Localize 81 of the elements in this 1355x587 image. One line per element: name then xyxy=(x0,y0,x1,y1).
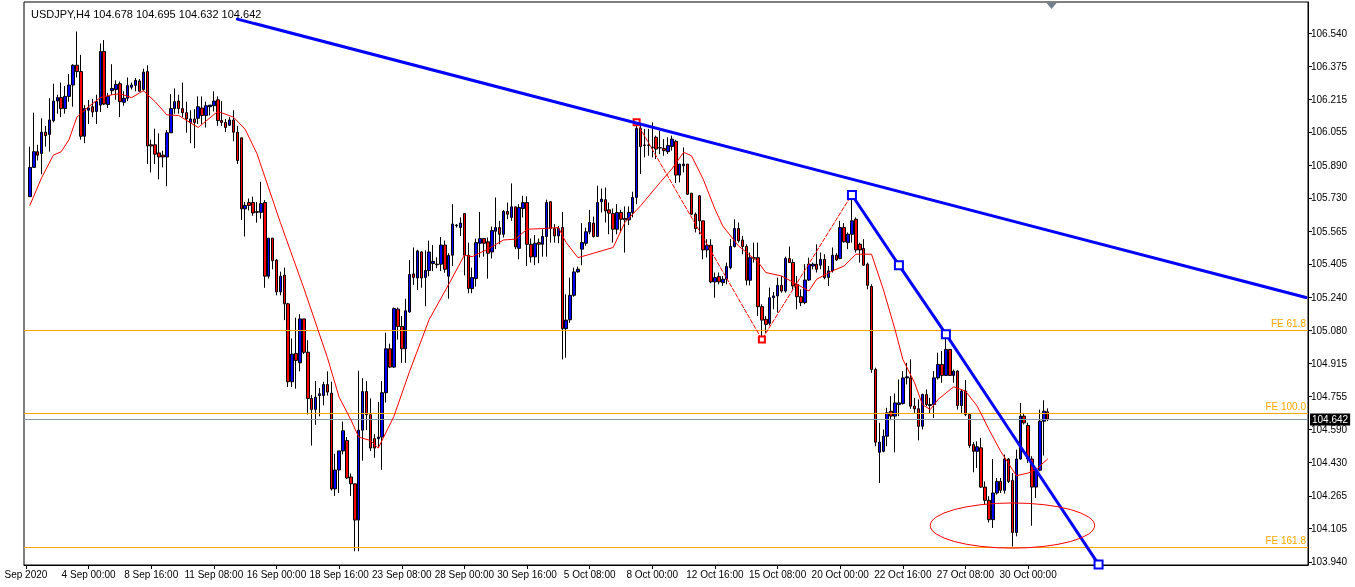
x-tick-label: 8 Sep 16:00 xyxy=(124,568,179,580)
candlestick xyxy=(991,458,995,529)
candlestick xyxy=(134,77,137,92)
y-tick-label: 104.755 xyxy=(1311,390,1348,402)
x-tick-label: 22 Oct 16:00 xyxy=(874,568,932,580)
candlestick xyxy=(467,242,470,294)
candlestick xyxy=(431,244,435,272)
candlestick xyxy=(651,121,654,158)
ref-line-label: FE 100.0 xyxy=(1265,400,1307,412)
candlestick xyxy=(647,128,650,157)
candlestick xyxy=(40,117,43,175)
candlestick xyxy=(580,222,584,266)
x-tick-label: 27 Oct 08:00 xyxy=(936,568,995,580)
y-tick-label: 106.540 xyxy=(1311,27,1348,39)
candlestick xyxy=(1003,454,1006,495)
x-tick-label: 28 Sep 00:00 xyxy=(434,568,495,580)
candlestick xyxy=(909,358,912,410)
y-tick-label: 104.915 xyxy=(1311,358,1348,370)
candlestick xyxy=(110,63,114,96)
x-tick-label: 4 Sep 00:00 xyxy=(61,568,116,580)
x-tick-label: 12 Oct 16:00 xyxy=(686,568,744,580)
ref-line-label: FE 61.8 xyxy=(1270,317,1307,329)
candlestick xyxy=(917,398,920,441)
point xyxy=(893,260,904,271)
y-tick-label: 105.240 xyxy=(1311,292,1348,304)
x-tick-label: 20 Oct 00:00 xyxy=(811,568,870,580)
y-tick-label: 103.940 xyxy=(1311,556,1348,568)
ref-line-label: FE 161.8 xyxy=(1265,535,1307,547)
point xyxy=(940,329,951,340)
candlestick xyxy=(533,234,537,266)
x-tick-label: 18 Sep 16:00 xyxy=(309,568,370,580)
y-tick-label: 104.265 xyxy=(1311,490,1348,502)
y-tick-label: 105.730 xyxy=(1311,192,1348,204)
candlestick xyxy=(596,185,599,238)
y-tick-label: 104.430 xyxy=(1311,456,1348,468)
candlestick xyxy=(294,317,298,390)
candlestick xyxy=(463,213,466,276)
x-tick-label: 5 Oct 08:00 xyxy=(563,568,616,580)
candlestick xyxy=(59,82,63,118)
candlestick xyxy=(956,369,959,411)
y-tick-label: 104.105 xyxy=(1311,522,1348,534)
candlestick xyxy=(776,277,779,314)
candlestick xyxy=(611,207,615,244)
candlestick xyxy=(157,132,161,180)
y-tick-label: 106.055 xyxy=(1311,126,1348,138)
point xyxy=(757,335,766,344)
x-tick-label: 30 Sep 16:00 xyxy=(497,568,558,580)
y-tick-label: 105.080 xyxy=(1311,324,1348,336)
x-tick-label: 30 Oct 00:00 xyxy=(999,568,1058,580)
x-tick-label: 11 Sep 08:00 xyxy=(184,568,244,580)
y-tick-label: 106.215 xyxy=(1311,93,1348,105)
candlestick xyxy=(623,205,627,254)
candlestick xyxy=(674,139,678,184)
x-tick-label: Sep 2020 xyxy=(4,568,48,580)
candlestick xyxy=(815,243,818,274)
candlestick xyxy=(838,220,842,260)
x-tick-label: 16 Sep 00:00 xyxy=(246,568,307,580)
y-tick-label: 104.590 xyxy=(1311,424,1348,436)
ref-line-label: 104.642 xyxy=(1312,414,1349,426)
x-tick-label: 8 Oct 00:00 xyxy=(626,568,679,580)
y-tick-label: 105.890 xyxy=(1311,159,1348,171)
point xyxy=(1093,559,1104,570)
y-tick-label: 105.565 xyxy=(1311,225,1348,237)
candlestick xyxy=(561,211,564,360)
candlestick xyxy=(439,236,443,272)
candlestick xyxy=(658,130,662,155)
candlestick xyxy=(545,199,548,258)
candlestick xyxy=(126,76,129,102)
candlestick xyxy=(216,95,220,127)
candlestick xyxy=(416,249,419,291)
text: USDJPY,H4 104.678 104.695 104.632 104.642 xyxy=(31,7,262,20)
y-tick-label: 106.375 xyxy=(1311,61,1348,73)
candlestick xyxy=(553,223,556,244)
x-tick-label: 15 Oct 08:00 xyxy=(748,568,807,580)
candlestick xyxy=(200,95,204,125)
y-tick-label: 105.405 xyxy=(1311,258,1348,270)
candlestick xyxy=(525,195,529,267)
x-tick-label: 23 Sep 08:00 xyxy=(372,568,432,580)
candlestick xyxy=(666,136,670,155)
candlestick xyxy=(357,370,360,552)
candlestick xyxy=(392,307,396,369)
